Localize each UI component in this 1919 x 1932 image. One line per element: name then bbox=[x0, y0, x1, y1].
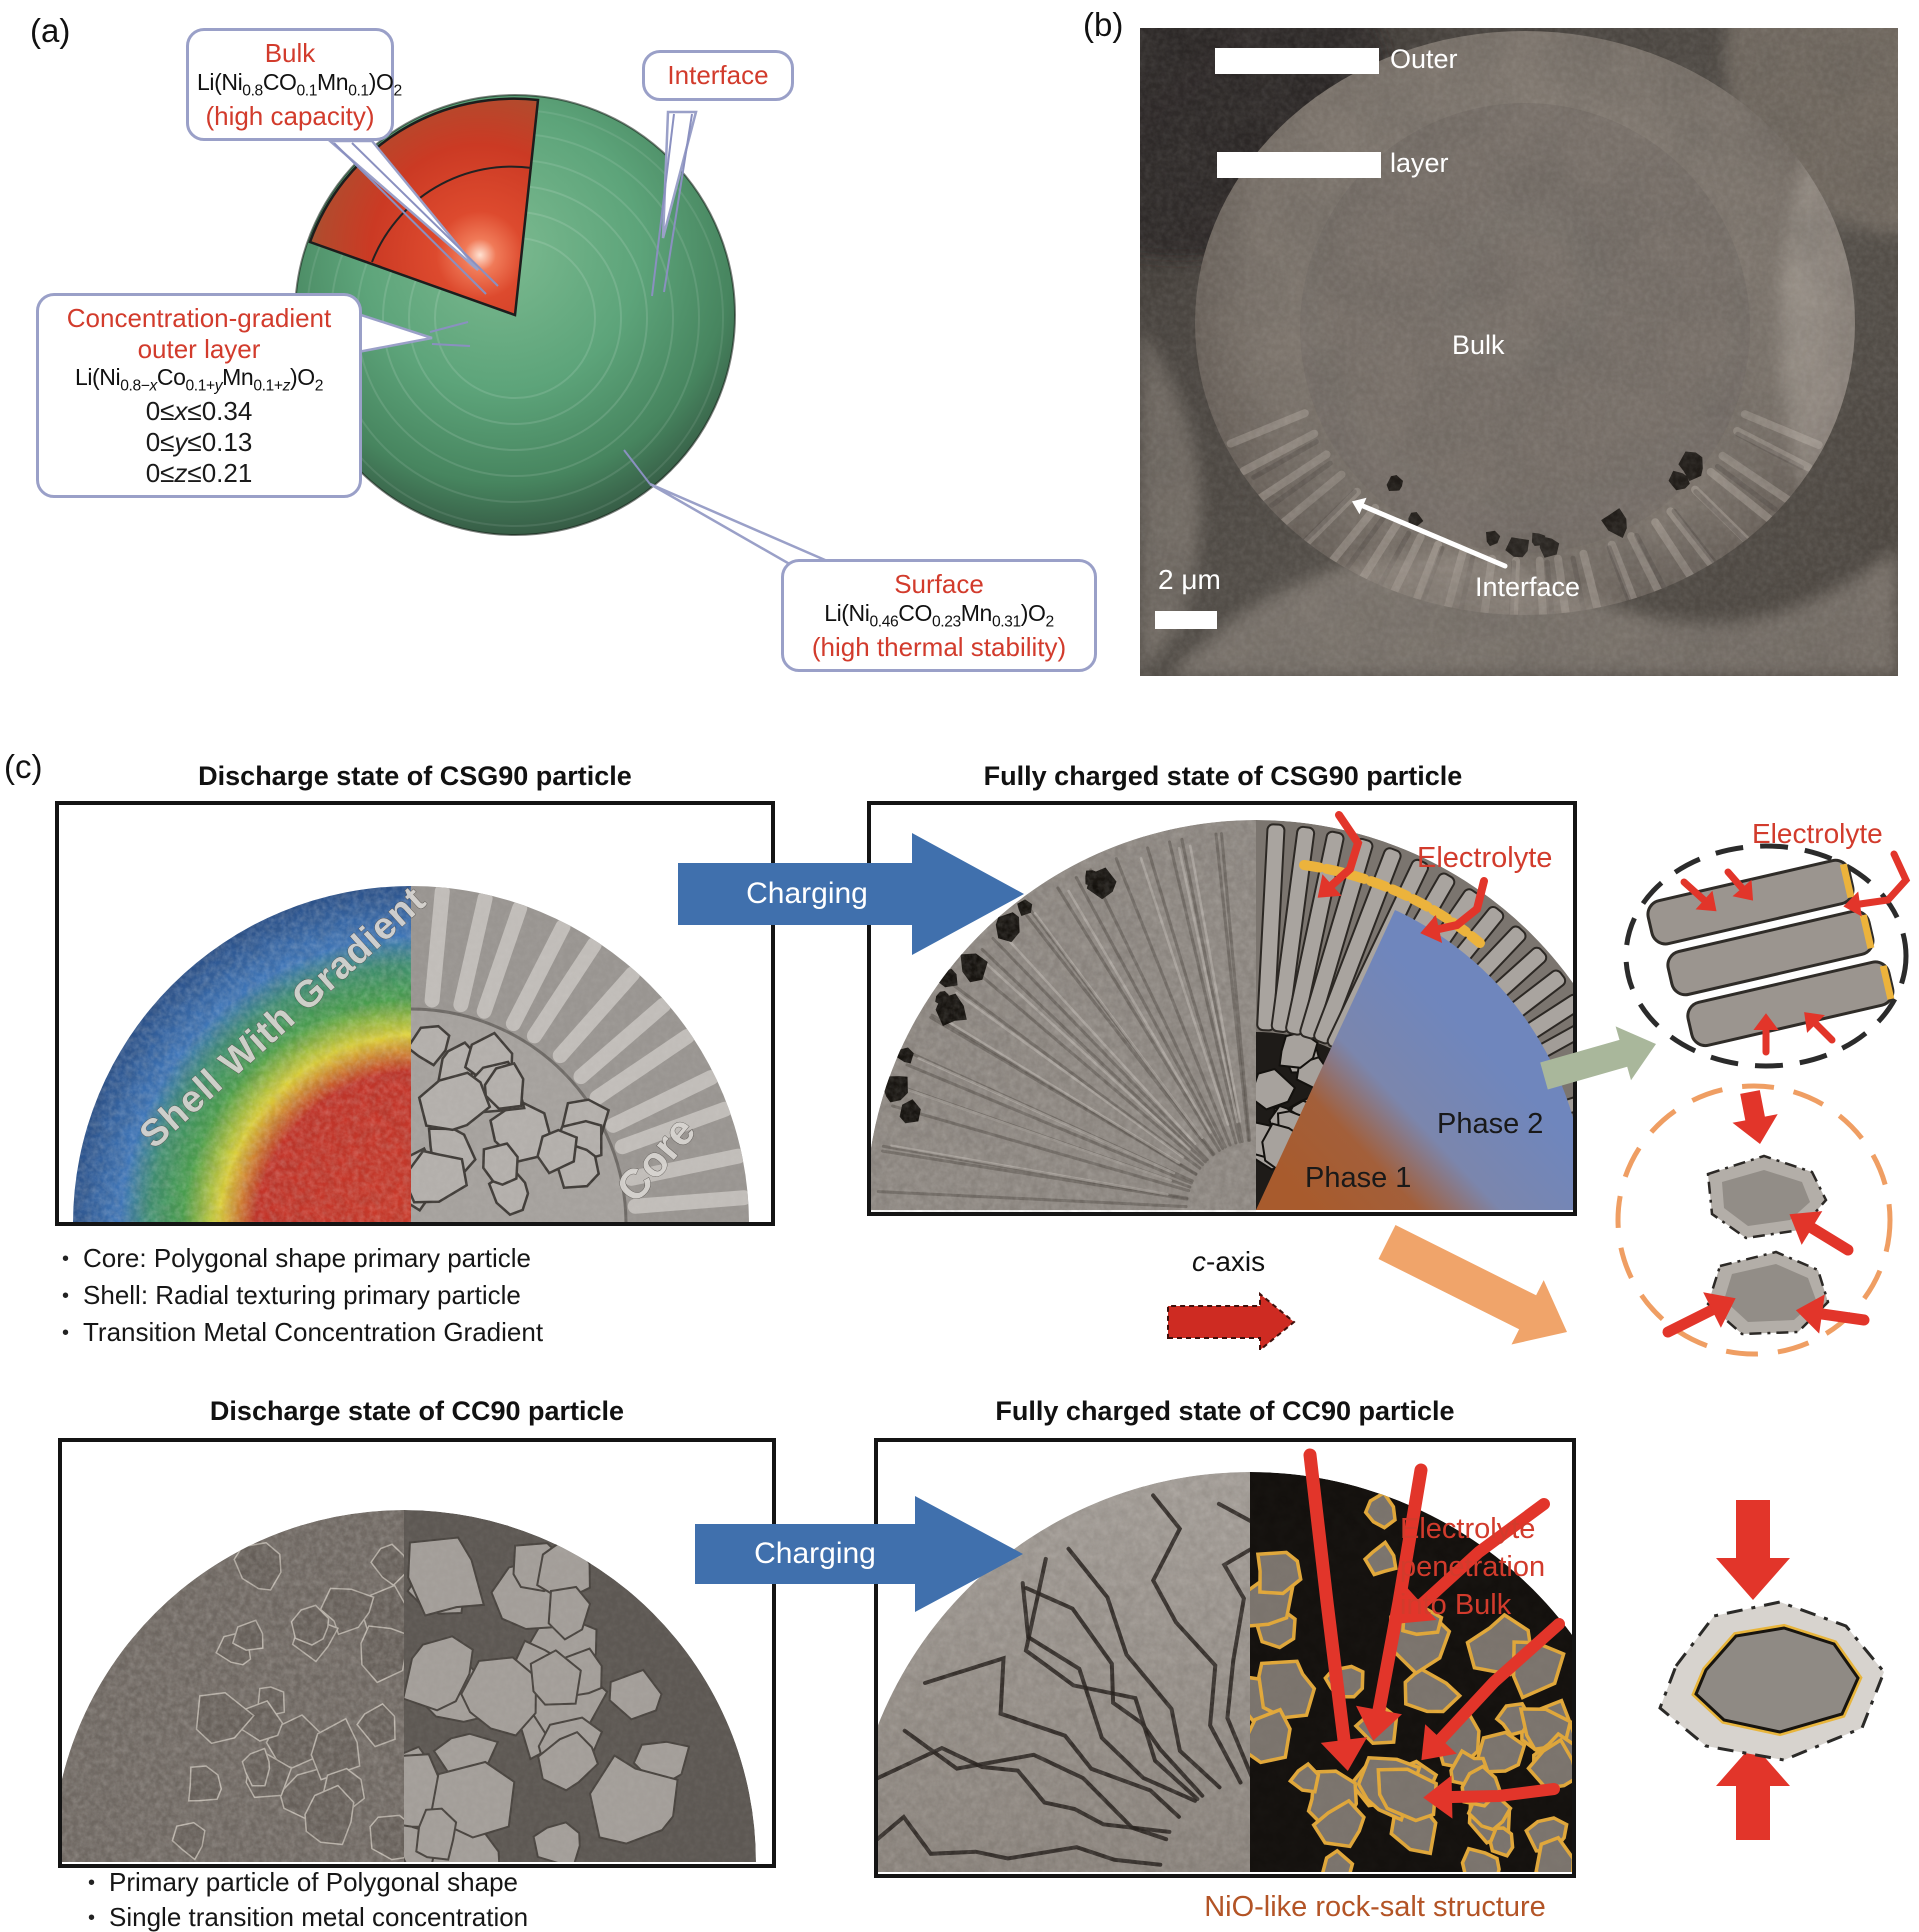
sem-image bbox=[1140, 28, 1898, 676]
gradient-callout: Concentration-gradient outer layer Li(Ni… bbox=[36, 293, 362, 499]
gradient-title-1: Concentration-gradient bbox=[66, 303, 332, 333]
electrolyte-detail-label: Electrolyte bbox=[1752, 818, 1883, 849]
cc90-charged-title: Fully charged state of CC90 particle bbox=[995, 1396, 1455, 1426]
gradient-range-z: 0≤z≤0.21 bbox=[145, 457, 253, 488]
phase2-label: Phase 2 bbox=[1437, 1108, 1543, 1140]
panel-c-label: (c) bbox=[4, 748, 43, 785]
surface-formula: Li(Ni0.46CO0.23Mn0.31)O2 bbox=[824, 599, 1054, 631]
list-item: Single transition metal concentration bbox=[88, 1901, 528, 1932]
stress-arrows-icon bbox=[1662, 1090, 1870, 1338]
cc90-bullet-list: Primary particle of Polygonal shape Sing… bbox=[88, 1866, 528, 1932]
list-item: Shell: Radial texturing primary particle bbox=[62, 1278, 543, 1315]
dashed-circle bbox=[1623, 843, 1909, 1069]
compressed-particle-detail bbox=[1658, 1500, 1886, 1840]
outer-layer-bar-top bbox=[1215, 48, 1379, 74]
layer-label: layer bbox=[1390, 148, 1449, 178]
list-item: Transition Metal Concentration Gradient bbox=[62, 1315, 543, 1352]
dashed-circle bbox=[1615, 1083, 1893, 1357]
cc90-charged-box: Electrolyte penetration into Bulk bbox=[874, 1438, 1576, 1878]
phase2-detail-arrow-icon bbox=[1540, 1026, 1656, 1090]
phase-wedge bbox=[1256, 910, 1573, 1210]
electrolyte-arrows-icon bbox=[1317, 811, 1488, 944]
charging-label: Charging bbox=[746, 877, 868, 910]
cc90-discharge-box bbox=[58, 1438, 776, 1868]
c-axis-arrow-icon bbox=[1167, 1291, 1296, 1353]
schematic-half bbox=[1256, 820, 1573, 1210]
interface-callout-title: Interface bbox=[667, 60, 769, 90]
gradient-range-x: 0≤x≤0.34 bbox=[145, 396, 253, 427]
charging-arrow-icon bbox=[695, 1496, 1023, 1612]
outer-label: Outer bbox=[1390, 44, 1458, 74]
compression-arrows-icon bbox=[1716, 1500, 1790, 1840]
cc90-discharge-title: Discharge state of CC90 particle bbox=[209, 1396, 625, 1426]
phase1-label: Phase 1 bbox=[1305, 1162, 1411, 1194]
electrolyte-penetration-arrows-icon bbox=[1303, 1448, 1565, 1819]
bulk-callout-title: Bulk bbox=[264, 38, 316, 68]
bulk-callout: Bulk Li(Ni0.8CO0.1Mn0.1)O2 (high capacit… bbox=[186, 28, 402, 142]
csg90-bullet-list: Core: Polygonal shape primary particle S… bbox=[62, 1241, 543, 1352]
rod-particles-detail bbox=[1623, 843, 1909, 1069]
particle-core bbox=[1694, 1626, 1860, 1734]
surface-callout: Surface Li(Ni0.46CO0.23Mn0.31)O2 (high t… bbox=[781, 559, 1097, 673]
electrolyte-note-1: Electrolyte bbox=[1400, 1513, 1535, 1545]
scale-bar-label: 2 μm bbox=[1158, 564, 1221, 595]
charging-arrow-icon bbox=[678, 833, 1024, 955]
bulk-label: Bulk bbox=[1452, 330, 1505, 360]
outer-layer-bar-bottom bbox=[1217, 152, 1381, 178]
electrolyte-label: Electrolyte bbox=[1417, 842, 1552, 874]
bulk-note: (high capacity) bbox=[205, 100, 375, 131]
interface-label: Interface bbox=[1475, 572, 1581, 602]
stress-arrows-icon bbox=[1680, 868, 1836, 1056]
charging-label: Charging bbox=[754, 1537, 876, 1570]
gradient-formula: Li(Ni0.8−xCo0.1+yMn0.1+z)O2 bbox=[74, 364, 324, 395]
electrolyte-note-3: into Bulk bbox=[1400, 1589, 1512, 1621]
electrolyte-coating bbox=[1299, 860, 1485, 948]
panel-b-label: (b) bbox=[1083, 6, 1124, 43]
surface-note: (high thermal stability) bbox=[811, 631, 1067, 662]
list-item: Core: Polygonal shape primary particle bbox=[62, 1241, 543, 1278]
csg90-charged-title: Fully charged state of CSG90 particle bbox=[983, 761, 1463, 791]
phase1-detail-arrow-icon bbox=[1378, 1225, 1567, 1345]
rod-primary-particles bbox=[1646, 858, 1895, 1048]
csg90-discharge-title: Discharge state of CSG90 particle bbox=[198, 761, 632, 791]
sem-half bbox=[62, 1510, 404, 1862]
scale-bar bbox=[1155, 611, 1217, 629]
csg90-discharge-box: Shell With Gradient Core bbox=[55, 801, 775, 1226]
gradient-title-2: outer layer bbox=[137, 333, 261, 364]
interface-callout: Interface bbox=[642, 50, 794, 101]
schematic-half bbox=[404, 1510, 756, 1862]
list-item: Primary particle of Polygonal shape bbox=[88, 1866, 528, 1901]
panel-a-label: (a) bbox=[30, 12, 71, 49]
electrolyte-hook-arrow-icon bbox=[1843, 850, 1911, 917]
charging-arrow-cc90: Charging bbox=[695, 1495, 1025, 1613]
charging-arrow-csg90: Charging bbox=[678, 833, 1026, 955]
c-axis-label: c-axis bbox=[1192, 1246, 1266, 1277]
surface-callout-title: Surface bbox=[894, 569, 984, 599]
electrolyte-note-2: penetration bbox=[1400, 1551, 1545, 1583]
interface-arrow-icon bbox=[1351, 497, 1508, 569]
gradient-range-y: 0≤y≤0.13 bbox=[145, 427, 253, 458]
cutaway-interface-arc bbox=[371, 165, 533, 263]
bulk-formula: Li(Ni0.8CO0.1Mn0.1)O2 bbox=[197, 68, 402, 100]
callout-pointer-lines bbox=[333, 113, 693, 485]
polygon-particles-detail bbox=[1615, 1083, 1893, 1357]
nio-rock-salt-label: NiO-like rock-salt structure bbox=[1204, 1891, 1546, 1923]
